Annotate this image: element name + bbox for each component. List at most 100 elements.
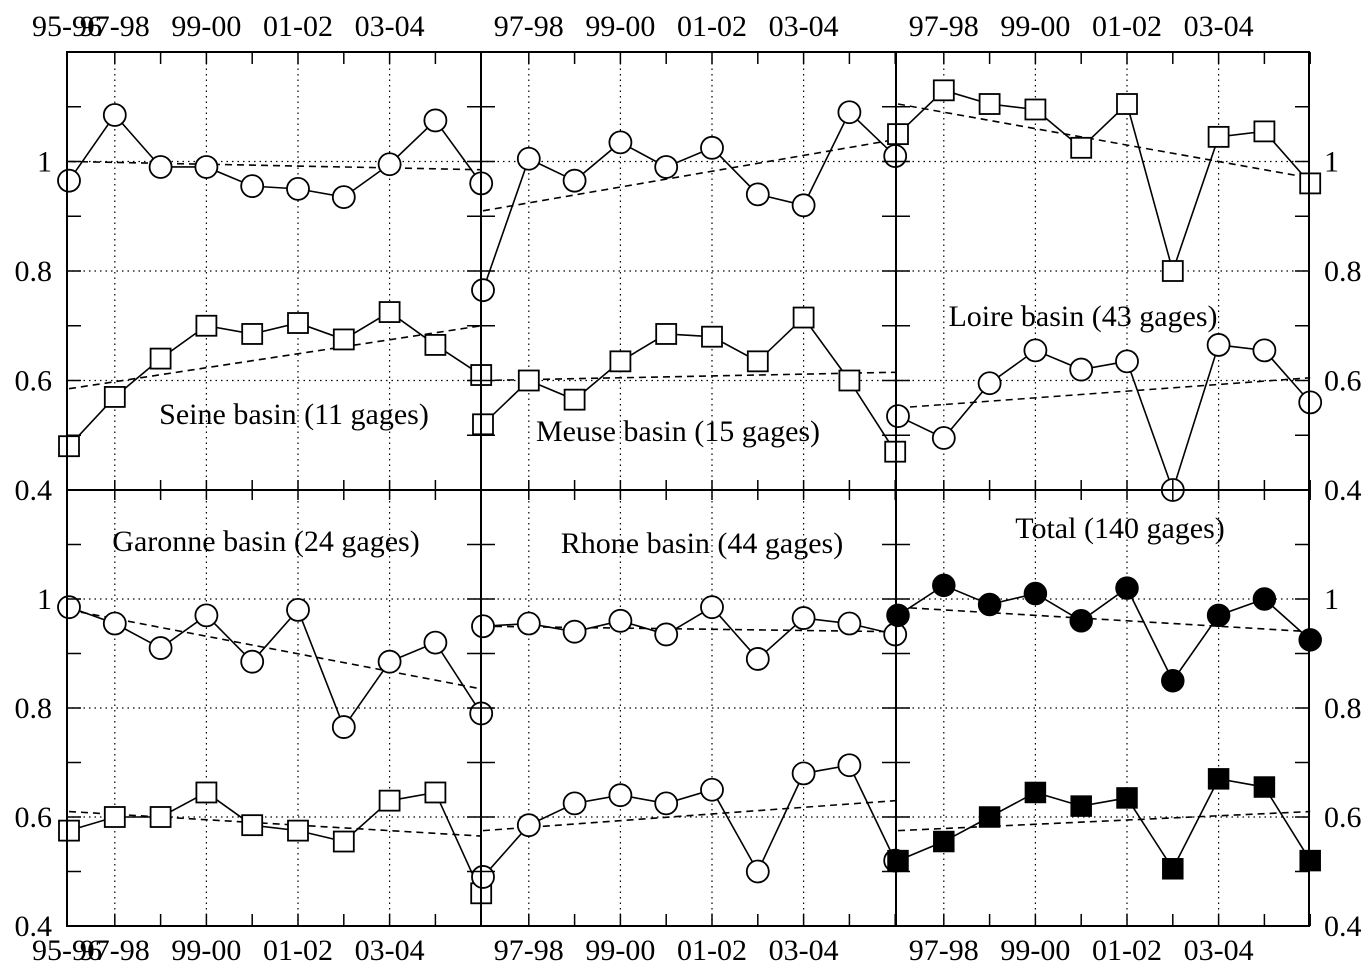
data-point-filled-square: [933, 830, 955, 853]
data-point-circle: [516, 813, 541, 838]
x-tick-label-bottom: 99-00: [585, 934, 655, 967]
data-point-circle: [654, 155, 679, 179]
y-tick-label: 0.8: [15, 692, 53, 725]
series-line: [68, 113, 482, 198]
data-point-square: [1024, 98, 1047, 121]
x-tick-label-bottom: 95-96: [32, 934, 102, 967]
data-point-filled-circle: [1161, 669, 1185, 693]
data-point-circle: [745, 859, 770, 884]
data-point-filled-square: [1299, 849, 1321, 872]
trend-line: [897, 103, 1311, 179]
data-point-circle: [562, 791, 587, 816]
data-point-circle: [1252, 338, 1277, 363]
x-tick-label-top: 03-04: [769, 10, 839, 43]
data-point-circle: [654, 791, 679, 816]
trend-line: [68, 609, 482, 690]
data-point-square: [1299, 172, 1322, 195]
data-point-square: [332, 328, 355, 351]
y-tick-label: 1: [1324, 583, 1339, 616]
y-tick-label: 0.6: [1324, 801, 1362, 834]
y-tick-label: 0.6: [15, 365, 53, 398]
data-point-square: [241, 323, 264, 345]
data-point-square: [978, 93, 1001, 115]
data-point-square: [195, 314, 218, 337]
trend-line: [68, 810, 482, 837]
data-point-circle: [377, 649, 402, 674]
data-point-square: [792, 306, 815, 329]
series-line: [482, 110, 896, 291]
x-tick-label-top: 03-04: [355, 10, 425, 43]
data-point-circle: [1115, 349, 1139, 374]
series-line: [482, 764, 896, 878]
panel-title: Garonne basin (24 gages): [112, 525, 419, 558]
series-line: [68, 311, 482, 447]
data-point-square: [195, 781, 218, 804]
data-point-filled-circle: [1023, 581, 1048, 606]
data-point-square: [655, 323, 678, 345]
x-tick-label-bottom: 01-02: [263, 934, 333, 967]
data-point-filled-square: [887, 849, 909, 872]
data-point-circle: [516, 146, 541, 171]
x-tick-label-bottom: 97-98: [909, 934, 979, 967]
data-point-filled-circle: [1115, 576, 1139, 600]
data-point-circle: [700, 777, 724, 802]
trend-layer: [68, 103, 1311, 837]
series-line: [482, 316, 896, 453]
data-point-circle: [608, 608, 633, 633]
data-point-filled-circle: [1206, 603, 1231, 628]
x-tick-label-bottom: 03-04: [1184, 934, 1254, 967]
data-point-circle: [331, 715, 356, 739]
x-tick-label-top: 01-02: [677, 10, 747, 43]
data-point-circle: [977, 371, 1002, 396]
data-point-square: [378, 301, 401, 323]
data-point-circle: [148, 155, 173, 179]
y-tick-label: 0.4: [1324, 474, 1362, 507]
data-point-square: [103, 386, 126, 408]
x-tick-label-top: 99-00: [585, 10, 655, 43]
data-point-circle: [1023, 338, 1048, 363]
data-point-circle: [240, 174, 265, 199]
data-point-square: [149, 806, 172, 828]
data-point-square: [609, 350, 632, 373]
grid-layer: [67, 52, 1309, 926]
data-point-square: [1207, 125, 1230, 148]
data-point-square: [932, 79, 955, 102]
data-point-filled-circle: [1252, 587, 1277, 611]
data-point-square: [1161, 260, 1184, 282]
data-point-circle: [471, 278, 495, 303]
data-point-circle: [837, 753, 862, 778]
series-line: [897, 89, 1311, 274]
data-point-square: [1253, 120, 1276, 143]
y-tick-label: 0.4: [1324, 910, 1362, 943]
data-point-square: [1116, 93, 1138, 115]
x-tick-label-bottom: 01-02: [677, 934, 747, 967]
panel-title: Loire basin (43 gages): [948, 300, 1217, 333]
data-point-square: [287, 312, 309, 334]
data-point-square: [1070, 136, 1093, 159]
x-tick-label-top: 03-04: [1184, 10, 1254, 43]
data-point-filled-square: [1070, 795, 1092, 817]
x-tick-label-top: 01-02: [263, 10, 333, 43]
data-point-square: [838, 369, 861, 392]
panel-title: Seine basin (11 gages): [159, 398, 429, 431]
y-tick-label: 1: [1324, 146, 1339, 179]
data-point-circle: [931, 426, 956, 450]
data-point-square: [424, 334, 447, 356]
x-tick-label-bottom: 99-00: [171, 934, 241, 967]
x-tick-label-bottom: 97-98: [494, 934, 564, 967]
x-tick-label-bottom: 99-00: [1000, 934, 1070, 967]
data-point-circle: [608, 783, 633, 808]
y-tick-label: 1: [37, 146, 52, 179]
data-point-circle: [791, 193, 816, 218]
series-line: [897, 344, 1311, 493]
data-point-square: [103, 806, 126, 828]
data-point-circle: [791, 606, 816, 630]
data-point-filled-circle: [886, 603, 910, 628]
data-point-circle: [194, 155, 219, 179]
x-tick-label-bottom: 97-98: [80, 934, 150, 967]
y-tick-label: 0.8: [1324, 692, 1362, 725]
data-point-square: [746, 350, 769, 373]
data-point-circle: [1298, 390, 1323, 415]
y-tick-label: 0.6: [15, 801, 53, 834]
